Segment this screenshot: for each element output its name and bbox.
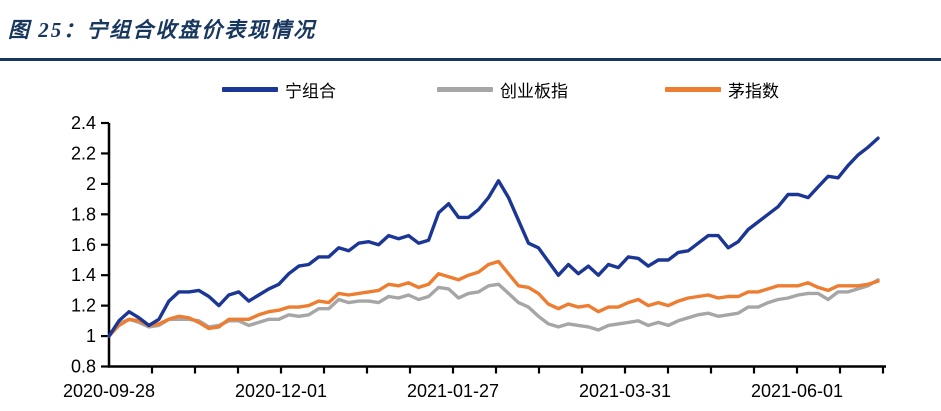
legend-item-ning: 宁组合 [222,78,336,101]
legend-item-mao: 茅指数 [665,78,779,101]
series-line-chinext [107,278,880,338]
y-axis-tick-label: 0.8 [71,357,96,377]
y-axis-tick-label: 1.8 [71,204,96,224]
x-axis-tick-label: 2021-06-01 [751,381,843,401]
legend-line-swatch-ning [222,86,278,92]
x-axis-tick-label: 2021-03-31 [579,381,671,401]
y-axis-tick-label: 1.4 [71,265,96,285]
legend-label-chinext: 创业板指 [500,81,568,101]
figure-title: 图 25：宁组合收盘价表现情况 [8,18,317,42]
y-axis-tick-label: 2.4 [71,113,96,133]
legend-line-swatch-mao [665,86,721,92]
y-axis-tick-label: 1.2 [71,296,96,316]
axis-lines [107,123,886,368]
y-axis-tick-label: 2 [86,174,96,194]
series-line-ning [107,136,880,338]
legend-label-ning: 宁组合 [285,81,336,101]
series-line-mao [107,259,880,338]
title-underline-rule [0,58,941,61]
legend-item-chinext: 创业板指 [437,78,568,101]
x-axis-tick-label: 2021-01-27 [407,381,499,401]
y-axis-tick-label: 2.2 [71,143,96,163]
y-axis-tick-label: 1 [86,326,96,346]
x-axis-tick-label: 2020-12-01 [235,381,327,401]
x-axis-tick-label: 2020-09-28 [63,381,155,401]
legend-line-swatch-chinext [437,86,493,92]
legend-label-mao: 茅指数 [728,81,779,101]
y-axis-tick-label: 1.6 [71,235,96,255]
